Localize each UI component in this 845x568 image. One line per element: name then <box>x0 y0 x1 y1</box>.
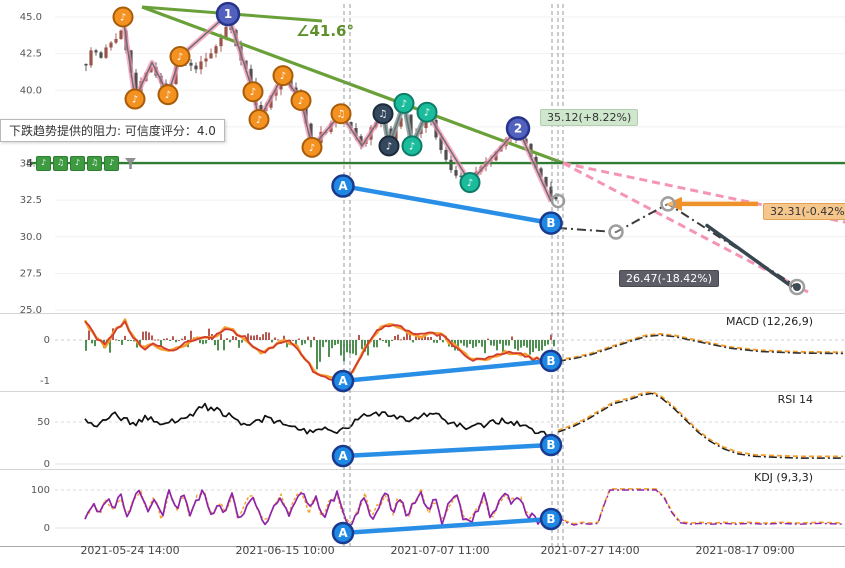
note-marker[interactable] <box>393 92 415 114</box>
svg-text:♪: ♪ <box>250 87 256 98</box>
svg-text:♪: ♪ <box>401 99 407 110</box>
indicator-panels <box>83 318 844 527</box>
note-marker[interactable] <box>459 172 481 194</box>
svg-text:♪: ♪ <box>177 52 183 63</box>
sequence-circle-A[interactable] <box>331 521 355 545</box>
svg-text:♪: ♪ <box>386 141 392 152</box>
svg-text:♪: ♪ <box>467 178 473 189</box>
svg-text:0: 0 <box>44 459 50 470</box>
trend-resistance-tooltip: 下跌趋势提供的阻力: 可信度评分：4.0 <box>0 119 225 142</box>
svg-text:1: 1 <box>224 7 232 21</box>
svg-text:♪: ♪ <box>424 108 430 119</box>
price-target-badge-mid[interactable]: 32.31(-0.42%) <box>763 203 845 220</box>
note-marker[interactable] <box>157 84 179 106</box>
note-marker[interactable] <box>301 136 323 158</box>
note-marker[interactable] <box>290 90 312 112</box>
svg-text:0: 0 <box>44 335 50 346</box>
angle-label: ∠41.6° <box>296 22 354 40</box>
note-marker[interactable] <box>372 103 394 125</box>
y-tick-label: 25.0 <box>20 305 42 316</box>
ab-trend-lines <box>340 183 554 536</box>
pattern-markers: ♪ ♪ ♪ ♪ ♪ ♪ ♪ ♪ ♪ ♫ ♫ ♪ ♪ ♪ ♪ ♪ 1 2 A B A B A B A B <box>112 1 563 545</box>
svg-text:♪: ♪ <box>409 141 415 152</box>
sequence-circle-1[interactable] <box>215 1 241 27</box>
sequence-circle-B[interactable] <box>539 507 563 531</box>
kdj-panel-label: KDJ (9,3,3) <box>754 471 813 484</box>
svg-text:♪: ♪ <box>280 71 286 82</box>
svg-text:♫: ♫ <box>337 109 346 120</box>
pattern-count: 4 <box>26 157 33 170</box>
y-tick-label: 45.0 <box>20 12 42 23</box>
rsi-panel-label: RSI 14 <box>777 393 813 406</box>
y-tick-label: 40.0 <box>20 85 42 96</box>
svg-text:B: B <box>546 512 555 526</box>
x-tick-label: 2021-07-07 11:00 <box>390 544 489 557</box>
svg-text:♪: ♪ <box>309 143 315 154</box>
note-marker[interactable] <box>401 135 423 157</box>
price-target-badge-down[interactable]: 26.47(-18.42%) <box>619 270 719 287</box>
x-tick-label: 2021-06-15 10:00 <box>235 544 334 557</box>
sequence-circle-A[interactable] <box>331 174 355 198</box>
pattern-buttons: ♪ ♫ ♪ ♫ ♪ <box>36 156 119 171</box>
forecast-point[interactable] <box>608 224 624 240</box>
price-target-badge-up[interactable]: 35.12(+8.22%) <box>540 109 639 126</box>
svg-text:♪: ♪ <box>256 115 262 126</box>
forecast-end-point[interactable] <box>793 282 801 291</box>
x-tick-label: 2021-08-17 09:00 <box>695 544 794 557</box>
note-marker[interactable] <box>242 81 264 103</box>
candlestick-series <box>84 22 558 202</box>
sequence-circle-B[interactable] <box>539 433 563 457</box>
note-marker[interactable] <box>169 46 191 68</box>
filter-icon[interactable] <box>125 158 136 169</box>
svg-text:-1: -1 <box>40 376 50 387</box>
svg-text:50: 50 <box>37 417 50 428</box>
pattern-button[interactable]: ♪ <box>36 156 51 171</box>
svg-text:B: B <box>546 216 555 230</box>
svg-text:0: 0 <box>44 523 50 534</box>
sequence-circle-B[interactable] <box>539 211 563 235</box>
pattern-button[interactable]: ♪ <box>70 156 85 171</box>
sequence-circle-2[interactable] <box>505 116 531 141</box>
y-tick-label: 32.5 <box>20 195 42 206</box>
y-tick-label: 27.5 <box>20 268 42 279</box>
x-tick-label: 2021-05-24 14:00 <box>80 544 179 557</box>
x-tick-label: 2021-07-27 14:00 <box>540 544 639 557</box>
y-tick-label: 42.5 <box>20 49 42 60</box>
y-tick-label: 30.0 <box>20 232 42 243</box>
y-tick-label: 35.0 <box>20 159 42 170</box>
pattern-button[interactable]: ♪ <box>104 156 119 171</box>
sequence-circle-A[interactable] <box>331 369 355 393</box>
svg-text:100: 100 <box>31 485 50 496</box>
pattern-button[interactable]: ♫ <box>87 156 102 171</box>
svg-text:♪: ♪ <box>298 96 304 107</box>
svg-text:♪: ♪ <box>120 13 126 24</box>
note-marker[interactable] <box>124 88 146 110</box>
svg-text:B: B <box>546 438 555 452</box>
svg-text:A: A <box>338 374 348 388</box>
macd-panel-label: MACD (12,26,9) <box>725 315 813 328</box>
note-marker[interactable] <box>378 135 400 157</box>
sequence-circle-B[interactable] <box>539 349 563 373</box>
time-guides <box>343 4 564 546</box>
pattern-toolbar: 4 ♪ ♫ ♪ ♫ ♪ <box>26 156 136 171</box>
svg-text:A: A <box>338 526 348 540</box>
svg-text:B: B <box>546 354 555 368</box>
note-marker[interactable] <box>248 109 270 131</box>
axis-labels: 45.042.540.037.535.032.530.027.525.00-15… <box>20 12 795 557</box>
note-marker[interactable] <box>272 65 294 87</box>
note-marker[interactable] <box>112 6 134 28</box>
svg-text:♪: ♪ <box>165 90 171 101</box>
sequence-circle-A[interactable] <box>331 444 355 468</box>
note-marker[interactable] <box>416 101 438 123</box>
svg-text:A: A <box>338 449 348 463</box>
pattern-button[interactable]: ♫ <box>53 156 68 171</box>
svg-text:2: 2 <box>514 121 522 135</box>
svg-text:A: A <box>338 179 348 193</box>
svg-text:♪: ♪ <box>132 95 138 106</box>
svg-text:♫: ♫ <box>379 109 388 120</box>
note-marker[interactable] <box>330 103 352 125</box>
forecast-point[interactable] <box>660 196 676 212</box>
